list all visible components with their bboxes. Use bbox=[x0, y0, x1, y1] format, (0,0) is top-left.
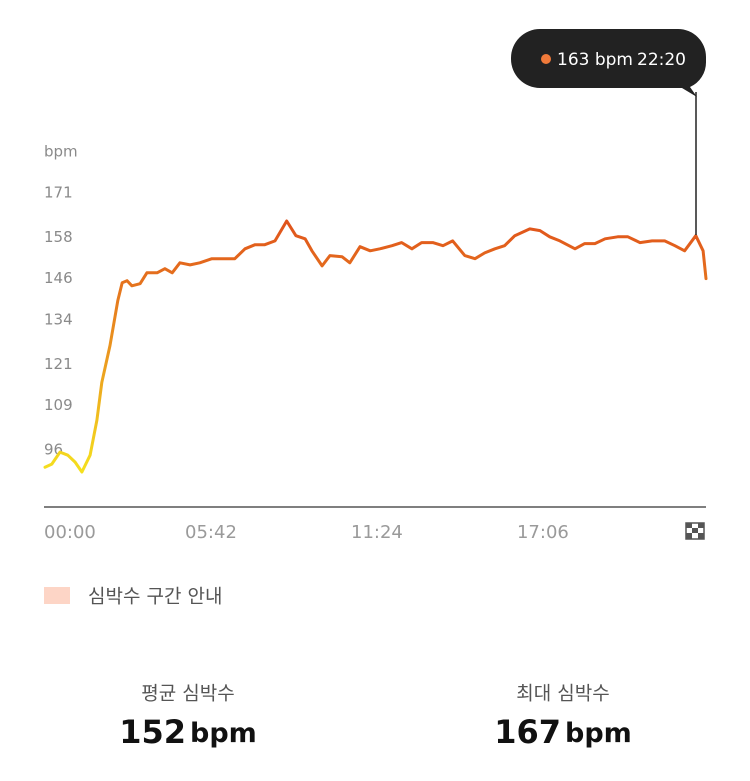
y-tick-label: 171 bbox=[44, 183, 73, 201]
x-tick-label: 17:06 bbox=[517, 522, 569, 543]
stat-number: 152 bbox=[119, 713, 186, 751]
x-tick-label: 05:42 bbox=[185, 522, 237, 543]
y-axis-unit: bpm bbox=[44, 143, 78, 161]
tooltip: 163 bpm 22:20 bbox=[511, 29, 707, 97]
stat-label: 평균 심박수 bbox=[141, 683, 234, 705]
stat-value: 152 bpm bbox=[119, 713, 257, 751]
plot: 96 109 121 134 146 158 171 00:00 05:42 11:24 17:06 bbox=[43, 183, 708, 543]
heart-rate-line bbox=[43, 219, 708, 474]
stat-label: 최대 심박수 bbox=[516, 683, 609, 705]
stat-unit: bpm bbox=[190, 718, 257, 749]
legend-label[interactable]: 심박수 구간 안내 bbox=[88, 586, 222, 608]
stat-value: 167 bpm bbox=[494, 713, 632, 751]
finish-flag bbox=[685, 522, 705, 540]
y-tick-label: 121 bbox=[44, 355, 73, 373]
y-tick-label: 158 bbox=[44, 228, 73, 246]
x-tick-label: 11:24 bbox=[351, 522, 403, 543]
x-tick-label: 00:00 bbox=[44, 522, 96, 543]
tooltip-time: 22:20 bbox=[637, 50, 686, 70]
y-tick-label: 134 bbox=[44, 310, 73, 328]
tooltip-value: 163 bpm bbox=[557, 50, 633, 70]
stat-number: 167 bbox=[494, 713, 561, 751]
y-tick-label: 96 bbox=[44, 441, 63, 459]
y-tick-label: 109 bbox=[44, 396, 73, 414]
y-tick-label: 146 bbox=[44, 269, 73, 287]
stat-unit: bpm bbox=[565, 718, 632, 749]
legend-swatch bbox=[44, 587, 70, 604]
tooltip-dot bbox=[541, 54, 551, 64]
